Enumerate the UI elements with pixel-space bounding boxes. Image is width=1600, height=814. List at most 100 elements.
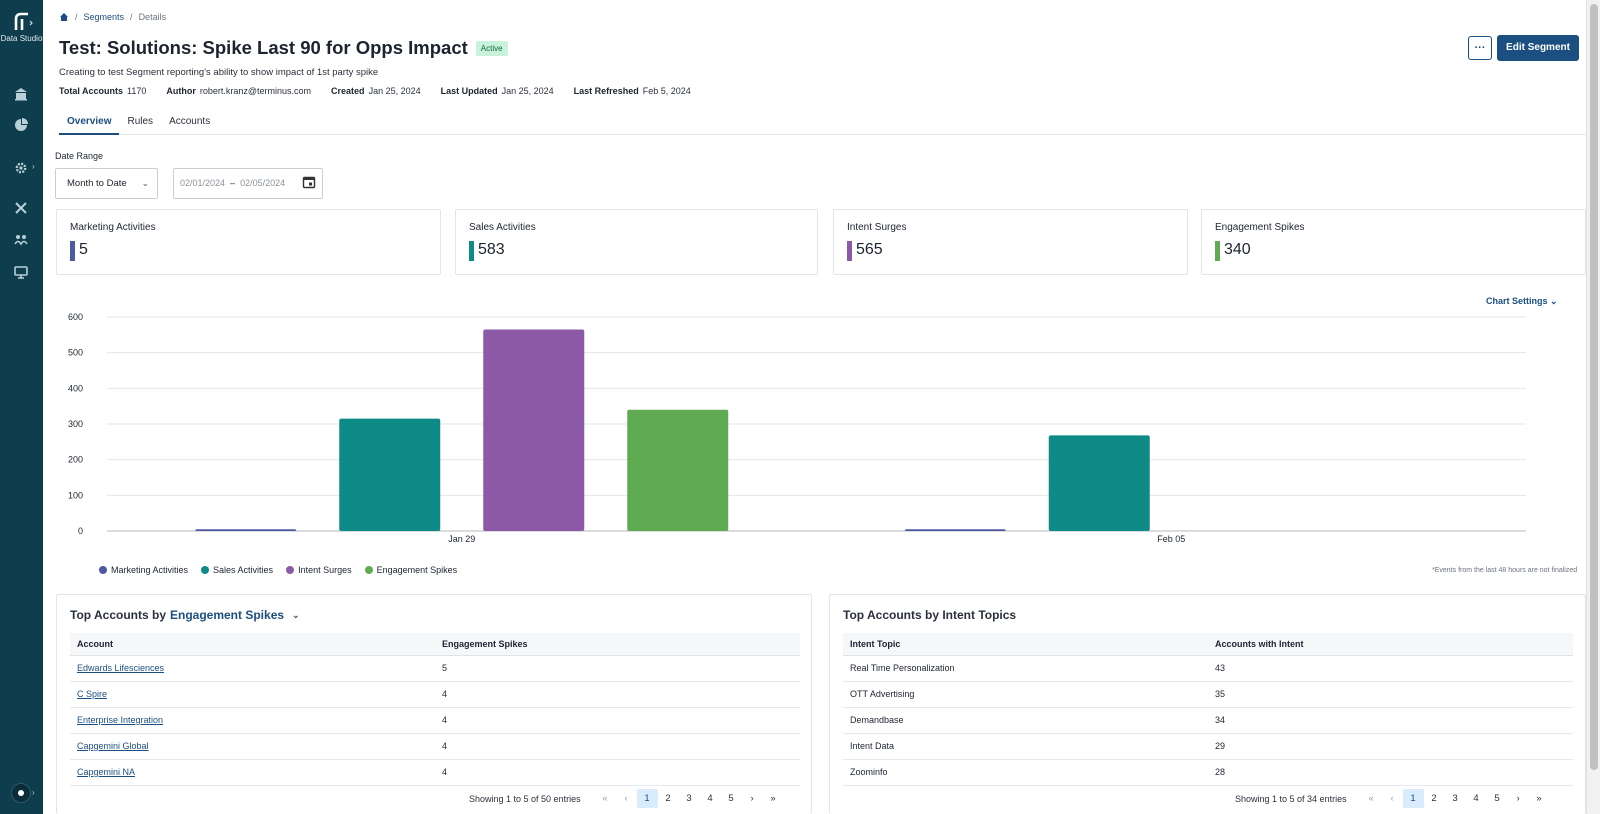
meta-created: Created Jan 25, 2024	[331, 86, 421, 96]
account-link[interactable]: Edwards Lifesciences	[77, 663, 165, 673]
table-row: Real Time Personalization 43	[843, 655, 1573, 682]
breadcrumb: / Segments / Details	[59, 12, 166, 22]
stat-color-bar	[847, 241, 852, 261]
page-button[interactable]: 3	[686, 793, 692, 804]
prev-page-button[interactable]: ‹	[624, 793, 628, 804]
page-button[interactable]: 1	[1402, 789, 1424, 808]
users-icon[interactable]	[12, 231, 30, 249]
scrollbar[interactable]	[1586, 0, 1600, 814]
page-button[interactable]: 4	[1473, 793, 1479, 804]
bar-intent-surges[interactable]	[483, 329, 585, 531]
tab-rules[interactable]: Rules	[127, 116, 154, 127]
scrollbar-thumb[interactable]	[1590, 4, 1598, 770]
stat-color-bar	[70, 241, 75, 261]
app-logo[interactable]: Data Studio	[0, 8, 43, 43]
top-accounts-panel: Top Accounts by Engagement Spikes ⌄ Acco…	[56, 594, 812, 814]
more-options-button[interactable]: ···	[1468, 36, 1492, 60]
column-header[interactable]: Engagement Spikes	[435, 633, 800, 656]
top-intent-table: Intent Topic Accounts with Intent Real T…	[843, 633, 1573, 786]
edit-segment-button[interactable]: Edit Segment	[1497, 35, 1579, 61]
segment-description: Creating to test Segment reporting's abi…	[59, 67, 379, 78]
column-header[interactable]: Intent Topic	[843, 633, 1208, 656]
pie-chart-icon[interactable]	[12, 116, 30, 134]
app-name: Data Studio	[0, 34, 43, 43]
account-link[interactable]: Enterprise Integration	[77, 715, 164, 725]
stat-sales-activities: Sales Activities 583	[455, 209, 818, 275]
account-link[interactable]: Capgemini NA	[77, 767, 136, 777]
page-button[interactable]: 1	[636, 789, 658, 808]
page-button[interactable]: 2	[665, 793, 671, 804]
building-icon[interactable]	[12, 85, 30, 103]
legend-intent-surges[interactable]: Intent Surges	[286, 565, 352, 575]
account-link[interactable]: Capgemini Global	[77, 741, 149, 751]
logo-icon	[14, 12, 33, 30]
bar-marketing-activities[interactable]	[195, 529, 297, 531]
title-row: Test: Solutions: Spike Last 90 for Opps …	[59, 37, 508, 59]
page-button[interactable]: 5	[728, 793, 734, 804]
last-page-button[interactable]: »	[770, 793, 776, 804]
metric-dropdown[interactable]: Engagement Spikes	[170, 608, 285, 622]
last-page-button[interactable]: »	[1536, 793, 1542, 804]
column-header[interactable]: Accounts with Intent	[1208, 633, 1573, 656]
next-page-button[interactable]: ›	[1516, 793, 1520, 804]
tab-bar: Overview Rules Accounts	[59, 112, 1586, 135]
settings-button[interactable]	[11, 783, 31, 803]
start-date: 02/01/2024	[180, 178, 226, 188]
meta-total-accounts: Total Accounts 1170	[59, 86, 147, 96]
date-range-label: Date Range	[55, 151, 104, 161]
stat-engagement-spikes: Engagement Spikes 340	[1201, 209, 1586, 275]
column-header[interactable]: Account	[70, 633, 435, 656]
page-button[interactable]: 3	[1452, 793, 1458, 804]
chart-settings-button[interactable]: Chart Settings ⌄	[1486, 296, 1558, 306]
breadcrumb-segments[interactable]: Segments	[83, 12, 125, 22]
chevron-down-icon: ⌄	[141, 178, 149, 188]
table-row: Edwards Lifesciences 5	[70, 655, 800, 682]
table-row: Intent Data 29	[843, 733, 1573, 760]
status-badge: Active	[475, 40, 508, 56]
first-page-button[interactable]: «	[1368, 793, 1374, 804]
meta-last-updated: Last Updated Jan 25, 2024	[440, 86, 554, 96]
tools-icon[interactable]	[12, 199, 30, 217]
y-tick-label: 400	[68, 383, 83, 393]
bar-sales-activities[interactable]	[1048, 435, 1150, 531]
first-page-button[interactable]: «	[602, 793, 608, 804]
legend-sales-activities[interactable]: Sales Activities	[201, 565, 273, 575]
y-tick-label: 0	[78, 526, 83, 536]
prev-page-button[interactable]: ‹	[1390, 793, 1394, 804]
home-icon[interactable]	[59, 12, 69, 22]
tab-overview[interactable]: Overview	[59, 112, 120, 135]
pagination-summary: Showing 1 to 5 of 50 entries	[469, 793, 581, 804]
chart-legend: Marketing Activities Sales Activities In…	[99, 565, 457, 575]
page-button[interactable]: 5	[1494, 793, 1500, 804]
table-row: OTT Advertising 35	[843, 681, 1573, 708]
chevron-down-icon: ⌄	[1550, 296, 1558, 306]
page-button[interactable]: 2	[1431, 793, 1437, 804]
table-row: Capgemini Global 4	[70, 733, 800, 760]
legend-marketing-activities[interactable]: Marketing Activities	[99, 565, 188, 575]
pagination-summary: Showing 1 to 5 of 34 entries	[1235, 793, 1347, 804]
stat-intent-surges: Intent Surges 565	[833, 209, 1188, 275]
next-page-button[interactable]: ›	[750, 793, 754, 804]
page-button[interactable]: 4	[707, 793, 713, 804]
account-link[interactable]: C Spire	[77, 689, 108, 699]
date-range-picker[interactable]: 02/01/2024 – 02/05/2024	[173, 168, 323, 199]
bar-marketing-activities[interactable]	[904, 529, 1006, 531]
sidebar: Data Studio › ›	[0, 0, 43, 814]
monitor-icon[interactable]	[12, 263, 30, 281]
calendar-icon[interactable]	[302, 175, 316, 189]
legend-engagement-spikes[interactable]: Engagement Spikes	[364, 565, 457, 575]
tab-accounts[interactable]: Accounts	[169, 116, 211, 127]
segment-meta: Total Accounts 1170 Author robert.kranz@te…	[59, 86, 691, 96]
bar-sales-activities[interactable]	[339, 418, 441, 531]
y-tick-label: 600	[68, 312, 83, 322]
y-tick-label: 200	[68, 455, 83, 465]
date-range-select[interactable]: Month to Date ⌄	[55, 168, 158, 199]
chevron-right-icon: ›	[32, 788, 35, 797]
chevron-down-icon[interactable]: ⌄	[292, 609, 300, 620]
x-tick-label: Feb 05	[1157, 534, 1185, 544]
top-accounts-table: Account Engagement Spikes Edwards Lifesc…	[70, 633, 800, 786]
gear-icon[interactable]	[12, 159, 30, 177]
bar-engagement-spikes[interactable]	[627, 409, 729, 531]
breadcrumb-current: Details	[138, 12, 167, 22]
activity-bar-chart: 0 100 200 300 400 500 600 Jan 29 Feb 05	[68, 312, 1526, 544]
